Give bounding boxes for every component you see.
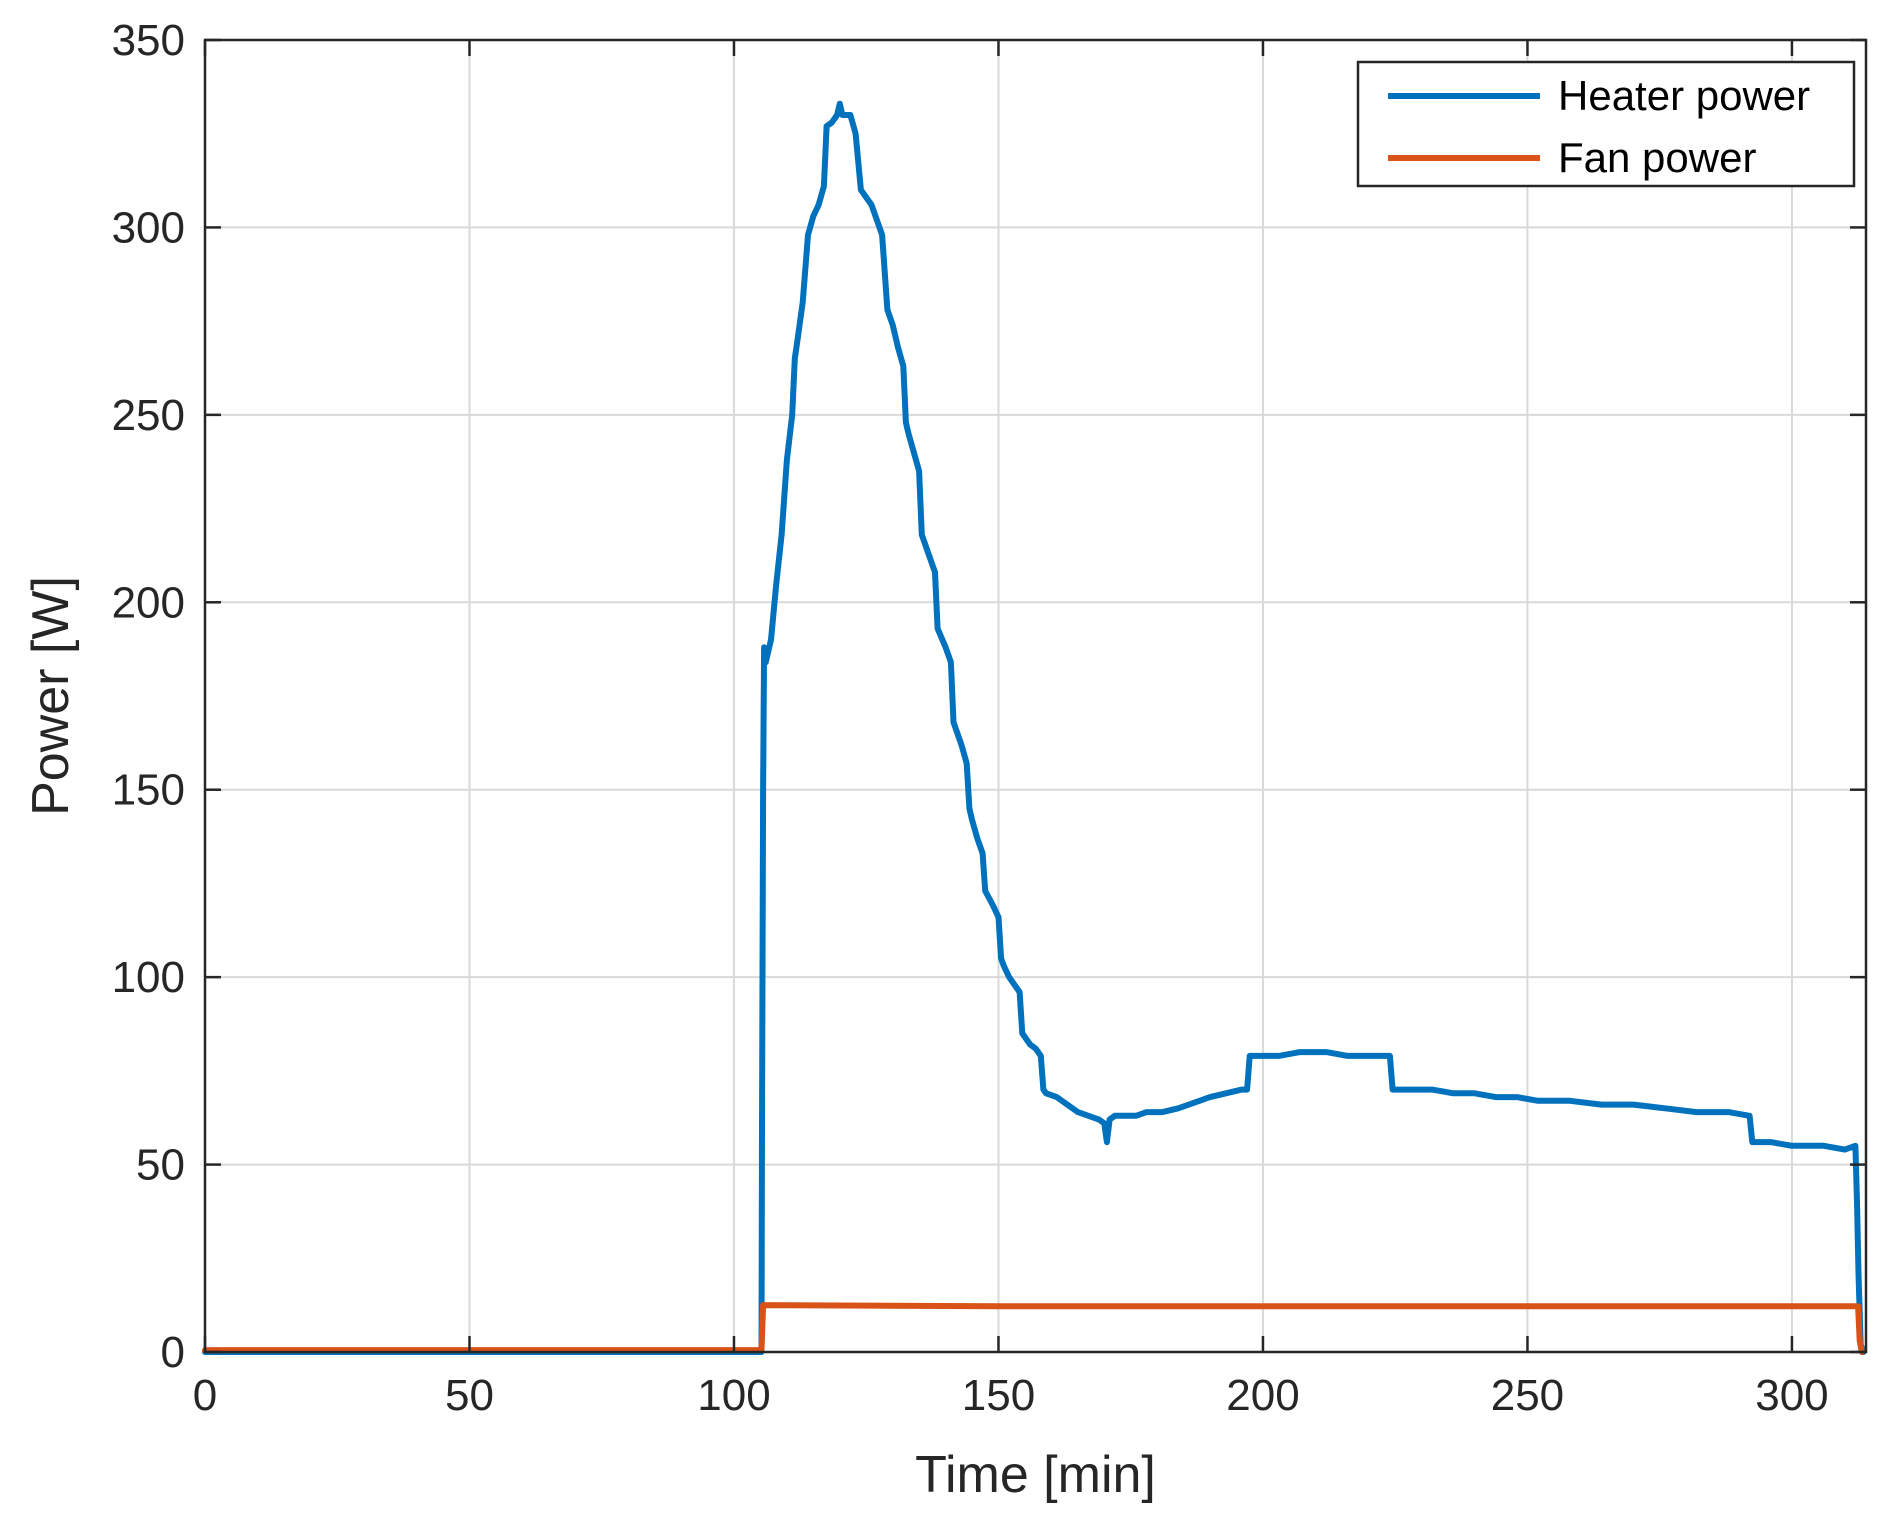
- x-tick-label-250: 250: [1491, 1371, 1564, 1420]
- legend: Heater power Fan power: [1356, 60, 1856, 188]
- y-tick-label-200: 200: [112, 578, 185, 627]
- x-tick-label-150: 150: [962, 1371, 1035, 1420]
- x-tick-label-200: 200: [1226, 1371, 1299, 1420]
- x-tick-label-50: 50: [445, 1371, 494, 1420]
- y-axis-title: Power [W]: [22, 576, 80, 816]
- grid: [205, 40, 1866, 1352]
- x-axis-title: Time [min]: [915, 1446, 1156, 1504]
- y-tick-label-0: 0: [161, 1328, 185, 1377]
- x-tick-label-300: 300: [1755, 1371, 1828, 1420]
- y-tick-label-150: 150: [112, 766, 185, 815]
- plot-frame: [203, 38, 1868, 1354]
- legend-label-fan-power: Fan power: [1558, 134, 1756, 181]
- x-tick-label-0: 0: [193, 1371, 217, 1420]
- y-tick-label-50: 50: [136, 1141, 185, 1190]
- y-tick-label-250: 250: [112, 391, 185, 440]
- axis-ticks: 0 50 100 150 200 250 300 0 50 100 150 200 250 300 350: [112, 16, 1866, 1420]
- legend-label-heater-power: Heater power: [1558, 72, 1810, 119]
- series-line-fan-power: [202, 1302, 1865, 1355]
- y-tick-label-350: 350: [112, 16, 185, 65]
- legend-box: [1356, 60, 1856, 188]
- series-line-heater-power: [202, 100, 1867, 1355]
- x-tick-label-100: 100: [697, 1371, 770, 1420]
- y-tick-label-100: 100: [112, 953, 185, 1002]
- series-lines: [202, 100, 1867, 1355]
- y-tick-label-300: 300: [112, 203, 185, 252]
